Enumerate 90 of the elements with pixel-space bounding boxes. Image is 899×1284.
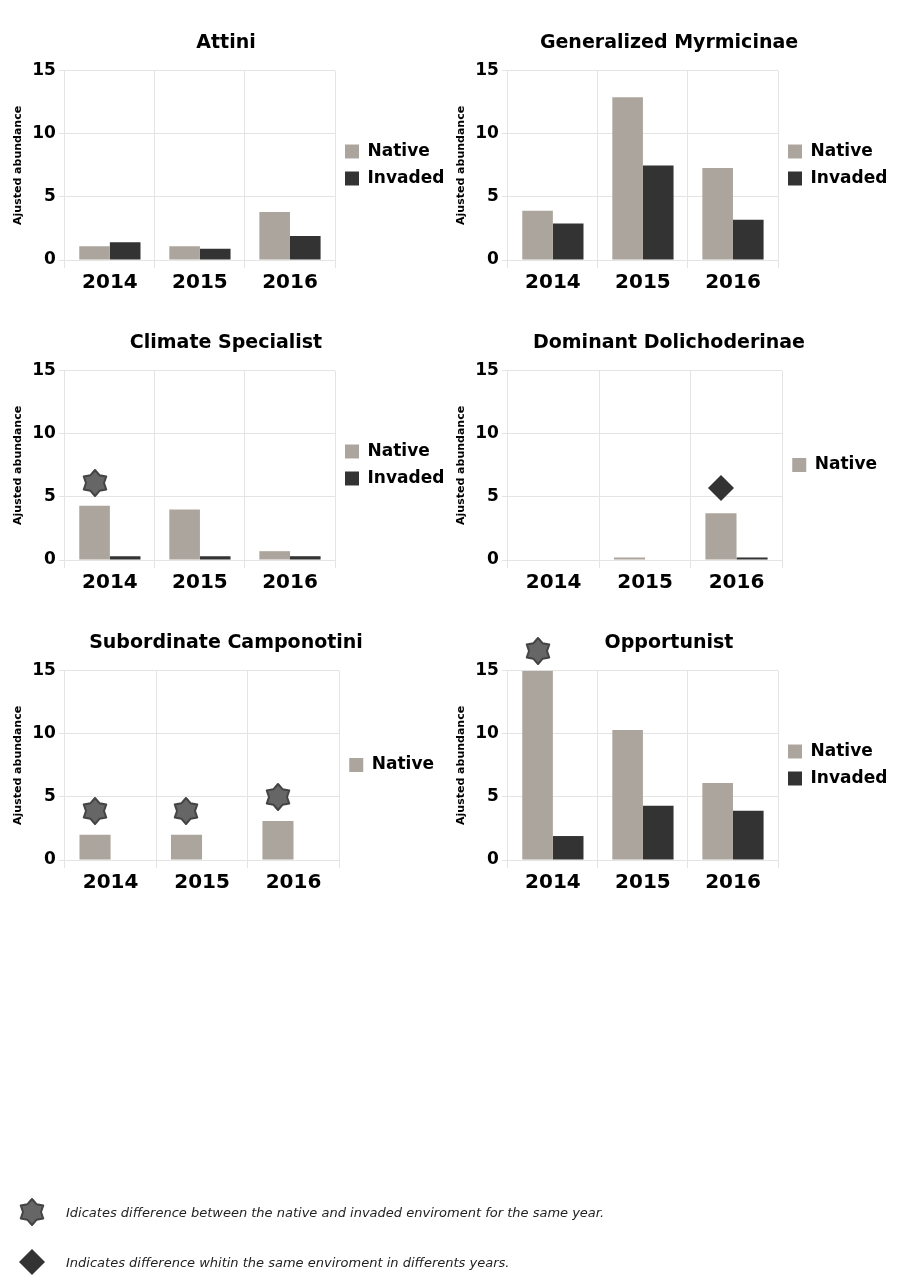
x-tick-label: 2015 xyxy=(615,869,671,894)
y-axis-title: Ajusted abundance xyxy=(454,105,468,225)
chart-title: Attini xyxy=(196,30,256,53)
bar xyxy=(612,97,643,260)
y-tick-label: 0 xyxy=(487,548,500,569)
y-tick-label: 5 xyxy=(487,185,499,206)
y-axis-title: Ajusted abundance xyxy=(11,405,25,525)
y-tick-label: 15 xyxy=(475,59,499,80)
x-tick-label: 2015 xyxy=(172,569,228,594)
legend-label: Native xyxy=(814,453,877,474)
x-tick-label: 2014 xyxy=(525,269,581,294)
y-tick-label: 0 xyxy=(44,248,57,269)
bar xyxy=(289,236,321,260)
y-tick-label: 0 xyxy=(44,848,57,869)
bar xyxy=(732,810,764,860)
x-tick-label: 2016 xyxy=(708,569,765,594)
bar xyxy=(702,783,733,860)
text: Idicates difference between the native and invaded enviroment for the same year. xyxy=(66,1204,605,1220)
bar xyxy=(79,505,110,560)
legend-label: Native xyxy=(371,753,434,774)
bar xyxy=(702,167,733,260)
bar xyxy=(732,219,764,260)
legend-label: Invaded xyxy=(367,166,445,187)
legend-label: Native xyxy=(367,439,430,460)
bar xyxy=(199,556,231,560)
y-axis-title: Ajusted abundance xyxy=(11,705,25,825)
bar xyxy=(259,551,290,560)
y-tick-label: 10 xyxy=(32,422,57,443)
x-tick-label: 2014 xyxy=(525,869,581,894)
bar xyxy=(109,556,141,560)
y-tick-label: 0 xyxy=(487,248,500,269)
x-tick-label: 2016 xyxy=(262,269,318,294)
y-tick-label: 10 xyxy=(475,122,500,143)
bar xyxy=(169,509,200,560)
text: Indicates difference whitin the same enviroment in differents years. xyxy=(66,1254,510,1270)
bar xyxy=(612,730,643,860)
bar xyxy=(522,670,553,860)
legend-label: Native xyxy=(810,139,873,160)
bar xyxy=(199,248,231,260)
chart-title: Subordinate Camponotini xyxy=(89,630,363,653)
y-tick-label: 10 xyxy=(475,422,500,443)
y-tick-label: 0 xyxy=(487,848,500,869)
legend-label: Invaded xyxy=(367,466,445,487)
bar xyxy=(642,165,674,260)
legend-label: Invaded xyxy=(810,766,888,787)
y-tick-label: 15 xyxy=(32,359,56,380)
chart-title: Opportunist xyxy=(604,630,734,653)
x-tick-label: 2016 xyxy=(265,869,322,894)
bar xyxy=(552,836,584,860)
y-tick-label: 15 xyxy=(32,659,56,680)
y-tick-label: 0 xyxy=(44,548,57,569)
x-tick-label: 2015 xyxy=(174,869,230,894)
bar xyxy=(169,246,200,260)
bar xyxy=(552,223,584,260)
y-tick-label: 10 xyxy=(32,722,57,743)
y-tick-label: 10 xyxy=(475,722,500,743)
y-tick-label: 5 xyxy=(487,485,499,506)
y-axis-title: Ajusted abundance xyxy=(11,105,25,225)
y-axis-title: Ajusted abundance xyxy=(454,405,468,525)
x-tick-label: 2015 xyxy=(617,569,673,594)
bar xyxy=(109,242,141,260)
x-tick-label: 2014 xyxy=(525,569,582,594)
y-tick-label: 5 xyxy=(487,785,499,806)
x-tick-label: 2014 xyxy=(82,569,138,594)
x-tick-label: 2015 xyxy=(172,269,228,294)
bar xyxy=(522,210,553,260)
y-tick-label: 5 xyxy=(44,485,56,506)
legend-label: Native xyxy=(810,739,873,760)
chart-title: Climate Specialist xyxy=(129,330,323,353)
bar xyxy=(259,212,290,260)
x-tick-label: 2016 xyxy=(705,869,761,894)
bar xyxy=(289,556,321,560)
legend-label: Native xyxy=(367,139,430,160)
x-tick-label: 2016 xyxy=(262,569,318,594)
x-tick-label: 2016 xyxy=(705,269,761,294)
x-tick-label: 2014 xyxy=(82,869,139,894)
x-tick-label: 2015 xyxy=(615,269,671,294)
y-tick-label: 5 xyxy=(44,785,56,806)
bar xyxy=(79,246,110,260)
y-axis-title: Ajusted abundance xyxy=(454,705,468,825)
y-tick-label: 5 xyxy=(44,185,56,206)
chart-title: Dominant Dolichoderinae xyxy=(532,330,806,353)
y-tick-label: 15 xyxy=(475,359,499,380)
legend-label: Invaded xyxy=(810,166,888,187)
y-tick-label: 15 xyxy=(32,59,56,80)
y-tick-label: 10 xyxy=(32,122,57,143)
bar xyxy=(642,805,674,860)
y-tick-label: 15 xyxy=(475,659,499,680)
chart-title: Generalized Myrmicinae xyxy=(539,30,799,53)
x-tick-label: 2014 xyxy=(82,269,138,294)
